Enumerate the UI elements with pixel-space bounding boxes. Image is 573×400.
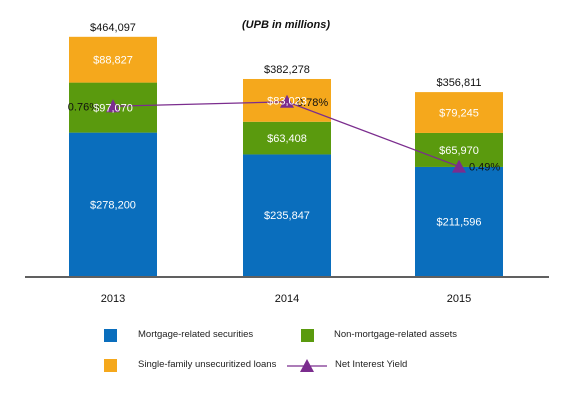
legend-label-mortgage-related: Mortgage-related securities <box>138 329 254 340</box>
legend-item-net-interest-yield: Net Interest Yield <box>287 359 407 373</box>
chart-title: (UPB in millions) <box>242 19 330 31</box>
x-tick-label-2013: 2013 <box>101 293 125 305</box>
total-label-2013: $464,097 <box>90 22 136 34</box>
legend-label-non-mortgage-related: Non-mortgage-related assets <box>334 329 458 340</box>
data-label-non-mortgage-related-2015: $65,970 <box>439 145 479 157</box>
net-interest-yield-label-2014: 0.78% <box>297 97 328 109</box>
bar-mortgage-related-2013 <box>69 132 157 276</box>
net-interest-yield-label-2015: 0.49% <box>469 162 500 174</box>
x-tick-label-2014: 2014 <box>275 293 299 305</box>
bar-mortgage-related-2014 <box>243 154 331 276</box>
total-label-2014: $382,278 <box>264 64 310 76</box>
legend-swatch-non-mortgage-related <box>301 329 314 342</box>
legend-swatch-net-interest-yield <box>287 359 327 372</box>
total-label-2015: $356,811 <box>436 77 481 89</box>
legend-swatch-mortgage-related <box>104 329 117 342</box>
line-layer: 0.76% 0.78% 0.49% <box>68 94 500 174</box>
legend-swatch-single-family <box>104 359 117 372</box>
data-label-mortgage-related-2015: $211,596 <box>436 216 481 228</box>
bar-non-mortgage-related-2014 <box>243 121 331 155</box>
legend-label-single-family: Single-family unsecuritized loans <box>138 359 277 370</box>
bar-single-family-2013 <box>69 36 157 83</box>
bar-single-family-2015 <box>415 92 503 133</box>
net-interest-yield-marker-2013 <box>106 99 120 113</box>
legend-item-mortgage-related: Mortgage-related securities <box>104 329 253 342</box>
net-interest-yield-marker-2014 <box>280 94 294 108</box>
data-label-single-family-2014: $83,023 <box>267 95 307 107</box>
data-label-mortgage-related-2014: $235,847 <box>264 210 310 222</box>
net-interest-yield-marker-2015 <box>452 159 466 173</box>
x-tick-labels: 2013 2014 2015 <box>101 293 471 305</box>
bar-mortgage-related-2015 <box>415 166 503 276</box>
data-label-mortgage-related-2013: $278,200 <box>90 199 136 211</box>
data-label-single-family-2015: $79,245 <box>439 108 479 120</box>
legend-label-net-interest-yield: Net Interest Yield <box>335 359 408 370</box>
net-interest-yield-label-2013: 0.76% <box>68 101 99 113</box>
labels-layer: $278,200 $97,070 $88,827 $464,097 $235,847 $6… <box>90 22 481 229</box>
x-tick-label-2015: 2015 <box>447 293 471 305</box>
legend-item-single-family: Single-family unsecuritized loans <box>104 359 276 372</box>
data-label-single-family-2013: $88,827 <box>93 55 133 67</box>
data-label-non-mortgage-related-2013: $97,070 <box>93 103 133 115</box>
legend-item-non-mortgage-related: Non-mortgage-related assets <box>301 329 457 342</box>
data-label-non-mortgage-related-2014: $63,408 <box>267 133 307 145</box>
